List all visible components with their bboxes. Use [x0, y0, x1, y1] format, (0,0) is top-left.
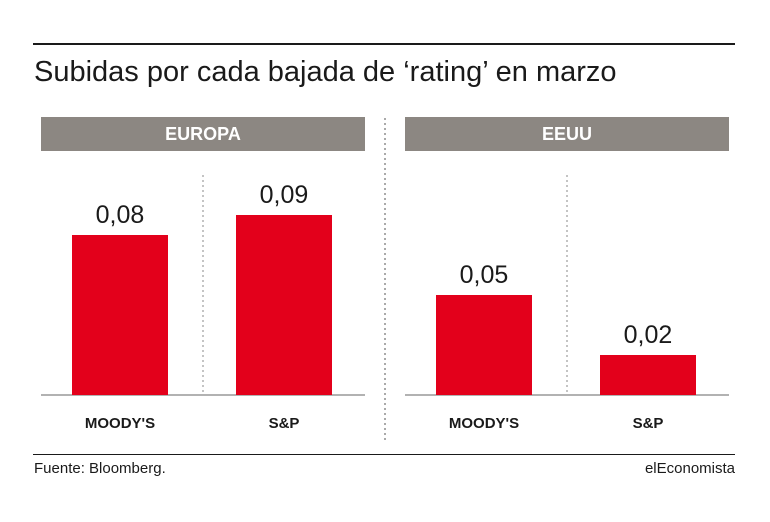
data-label: 0,05 [460, 261, 509, 289]
data-label: 0,09 [260, 181, 309, 209]
bar [72, 235, 168, 395]
chart-title: Subidas por cada bajada de ‘rating’ en m… [34, 56, 617, 88]
data-label: 0,02 [624, 321, 673, 349]
category-label: MOODY'S [449, 415, 519, 432]
bar [600, 355, 696, 395]
source-note: Fuente: Bloomberg. [34, 460, 166, 477]
data-label: 0,08 [96, 201, 145, 229]
top-rule [33, 43, 735, 45]
bar [236, 215, 332, 395]
panel-header-europa: EUROPA [41, 117, 365, 151]
panel-header-eeuu: EEUU [405, 117, 729, 151]
brand-name: elEconomista [644, 460, 735, 477]
bottom-rule [33, 454, 735, 455]
category-label: S&P [269, 415, 300, 432]
category-label: MOODY'S [85, 415, 155, 432]
category-label: S&P [633, 415, 664, 432]
bar [436, 295, 532, 395]
